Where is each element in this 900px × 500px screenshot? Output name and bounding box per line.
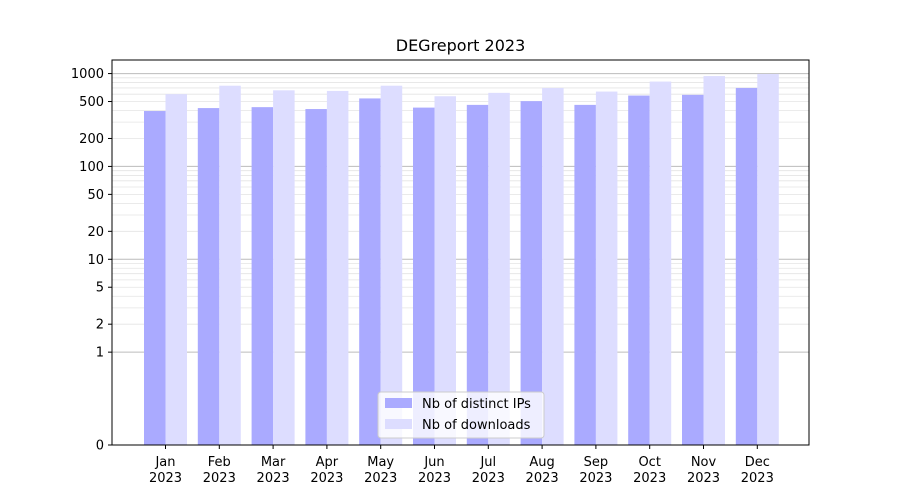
bar-downloads — [165, 94, 187, 445]
legend-swatch — [385, 398, 412, 408]
bar-downloads — [595, 91, 618, 445]
x-tick-label-month: Dec — [745, 455, 770, 470]
x-tick-label-year: 2023 — [257, 471, 290, 486]
y-tick-label: 0 — [96, 439, 104, 454]
bar-downloads — [273, 90, 295, 445]
bar-downloads — [380, 85, 403, 445]
bar-distinct-ips — [197, 108, 220, 445]
x-tick-label-month: Nov — [691, 455, 717, 470]
bar-distinct-ips — [251, 107, 274, 445]
legend-label: Nb of distinct IPs — [422, 397, 531, 412]
x-tick-label-month: Jul — [479, 455, 496, 470]
y-tick-label: 50 — [87, 188, 104, 203]
x-tick-label-year: 2023 — [472, 471, 505, 486]
x-tick-label-year: 2023 — [418, 471, 451, 486]
y-tick-label: 100 — [79, 160, 104, 175]
y-tick-label: 1000 — [71, 67, 104, 82]
x-axis: Jan2023Feb2023Mar2023Apr2023May2023Jun20… — [149, 445, 774, 486]
y-tick-label: 20 — [87, 225, 104, 240]
y-axis: 0 1 2 5 10 20 50 100 200 500 1000 — [71, 67, 112, 454]
y-tick-label: 10 — [87, 253, 104, 268]
bar-distinct-ips — [305, 109, 327, 445]
x-tick-label-month: Mar — [261, 455, 286, 470]
x-tick-label-month: Jan — [154, 455, 175, 470]
bar-distinct-ips — [144, 111, 166, 445]
x-tick-label-month: Sep — [584, 455, 609, 470]
bar-distinct-ips — [735, 87, 758, 446]
x-tick-label-year: 2023 — [687, 471, 720, 486]
plot-frame — [111, 59, 810, 446]
bar-downloads — [649, 81, 672, 445]
x-tick-label-month: Apr — [316, 455, 339, 470]
x-tick-label-year: 2023 — [364, 471, 397, 486]
y-tick-label: 1 — [96, 346, 104, 361]
bar-distinct-ips — [682, 94, 704, 445]
bar-distinct-ips — [413, 107, 435, 445]
legend-box — [377, 391, 545, 439]
y-tick-label: 200 — [79, 132, 104, 147]
x-tick-label-year: 2023 — [741, 471, 774, 486]
x-tick-label-year: 2023 — [149, 471, 182, 486]
bar-downloads — [326, 90, 349, 445]
bars — [144, 73, 779, 446]
x-tick-label-year: 2023 — [526, 471, 559, 486]
bar-downloads — [434, 96, 456, 445]
x-tick-label-month: Aug — [529, 455, 554, 470]
x-tick-label-year: 2023 — [310, 471, 343, 486]
legend: Nb of distinct IPs Nb of downloads — [377, 391, 545, 439]
x-tick-label-month: Oct — [638, 455, 660, 470]
x-tick-label-month: May — [367, 455, 394, 470]
bar-downloads — [488, 92, 510, 445]
bar-distinct-ips — [628, 95, 650, 445]
bar-downloads — [703, 76, 725, 446]
legend-label: Nb of downloads — [422, 418, 531, 433]
bar-distinct-ips — [520, 101, 543, 446]
y-tick-label: 2 — [96, 318, 104, 333]
bar-distinct-ips — [359, 98, 381, 445]
y-tick-label: 5 — [96, 281, 104, 296]
bar-distinct-ips — [466, 104, 489, 446]
x-tick-label-year: 2023 — [203, 471, 236, 486]
x-tick-label-year: 2023 — [579, 471, 612, 486]
bar-downloads — [542, 87, 564, 446]
x-tick-label-month: Feb — [208, 455, 231, 470]
x-tick-label-year: 2023 — [633, 471, 666, 486]
bar-distinct-ips — [574, 104, 596, 446]
chart-title: DEGreport 2023 — [396, 36, 526, 55]
legend-swatch — [385, 419, 412, 429]
x-tick-label-month: Jun — [423, 455, 444, 470]
y-tick-label: 500 — [79, 95, 104, 110]
bar-downloads — [219, 85, 241, 445]
bar-downloads — [757, 73, 779, 445]
